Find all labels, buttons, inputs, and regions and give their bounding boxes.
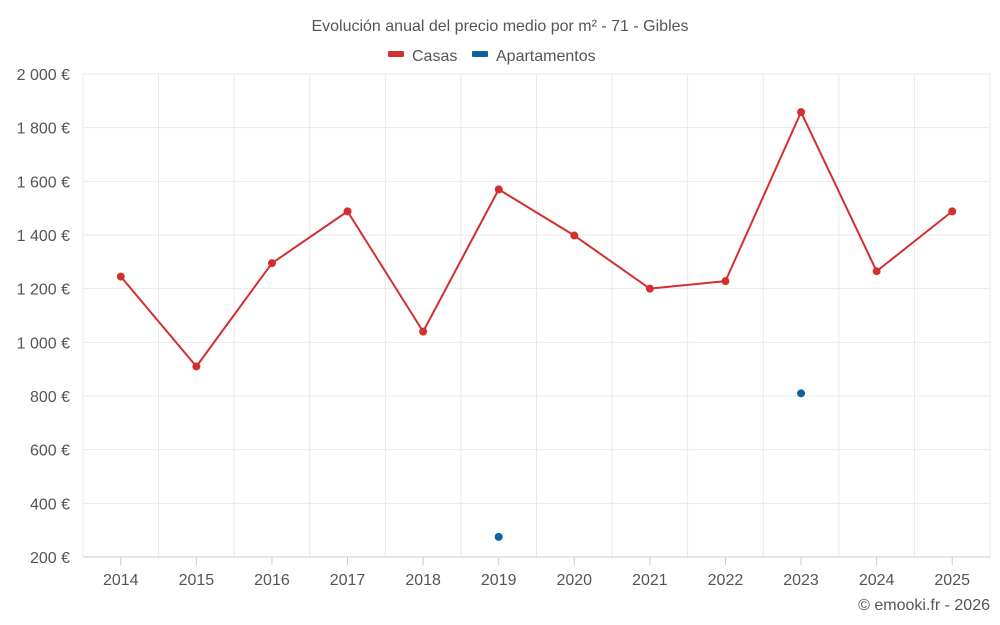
y-tick-label: 2 000 € [17, 67, 70, 84]
data-point-apartamentos-2023[interactable] [797, 389, 806, 398]
data-point-casas-2020[interactable] [570, 231, 579, 240]
x-tick-label: 2017 [330, 572, 366, 589]
legend: Casas Apartamentos [388, 48, 596, 65]
credit-text: © emooki.fr - 2026 [858, 597, 990, 614]
y-tick-label: 200 € [30, 550, 70, 567]
data-point-casas-2024[interactable] [872, 267, 881, 276]
series-layer [116, 108, 957, 541]
y-tick-label: 1 400 € [17, 228, 70, 245]
y-tick-label: 1 000 € [17, 335, 70, 352]
legend-label-apartamentos: Apartamentos [496, 48, 596, 65]
data-point-casas-2014[interactable] [116, 272, 125, 281]
grid [82, 73, 991, 557]
x-tick-label: 2023 [783, 572, 819, 589]
series-apartamentos [494, 389, 806, 541]
x-tick-label: 2025 [934, 572, 970, 589]
y-tick-label: 800 € [30, 389, 70, 406]
data-point-apartamentos-2019[interactable] [494, 532, 503, 541]
y-tick-label: 400 € [30, 496, 70, 513]
data-point-casas-2023[interactable] [797, 108, 806, 117]
data-point-casas-2019[interactable] [494, 185, 503, 194]
x-tick-label: 2016 [254, 572, 290, 589]
x-tick-label: 2024 [859, 572, 895, 589]
series-casas [116, 108, 957, 371]
legend-swatch-apartamentos [472, 51, 488, 57]
y-axis: 200 € 400 € 600 € 800 € 1 000 € 1 200 € 1 400 … [17, 67, 70, 567]
series-line-casas [120, 111, 953, 368]
data-point-casas-2016[interactable] [267, 259, 276, 268]
y-tick-label: 1 800 € [17, 121, 70, 138]
x-tick-label: 2020 [556, 572, 592, 589]
y-tick-label: 1 200 € [17, 282, 70, 299]
data-point-casas-2021[interactable] [645, 284, 654, 293]
legend-item-apartamentos[interactable]: Apartamentos [472, 48, 596, 65]
data-point-casas-2025[interactable] [948, 207, 957, 216]
legend-label-casas: Casas [412, 48, 457, 65]
legend-swatch-casas [388, 51, 404, 57]
data-point-casas-2017[interactable] [343, 207, 352, 216]
x-tick-label: 2018 [405, 572, 441, 589]
data-point-casas-2018[interactable] [419, 327, 428, 336]
x-axis: 2014 2015 2016 2017 2018 2019 2020 2021 2022 2023… [83, 556, 990, 589]
x-tick-label: 2014 [103, 572, 139, 589]
data-point-casas-2015[interactable] [192, 362, 201, 371]
y-tick-label: 1 600 € [17, 174, 70, 191]
y-tick-label: 600 € [30, 443, 70, 460]
x-tick-label: 2021 [632, 572, 668, 589]
x-tick-label: 2022 [708, 572, 744, 589]
x-tick-label: 2015 [179, 572, 215, 589]
x-tick-label: 2019 [481, 572, 517, 589]
data-point-casas-2022[interactable] [721, 277, 730, 286]
legend-item-casas[interactable]: Casas [388, 48, 457, 65]
chart-title: Evolución anual del precio medio por m² … [311, 18, 688, 35]
